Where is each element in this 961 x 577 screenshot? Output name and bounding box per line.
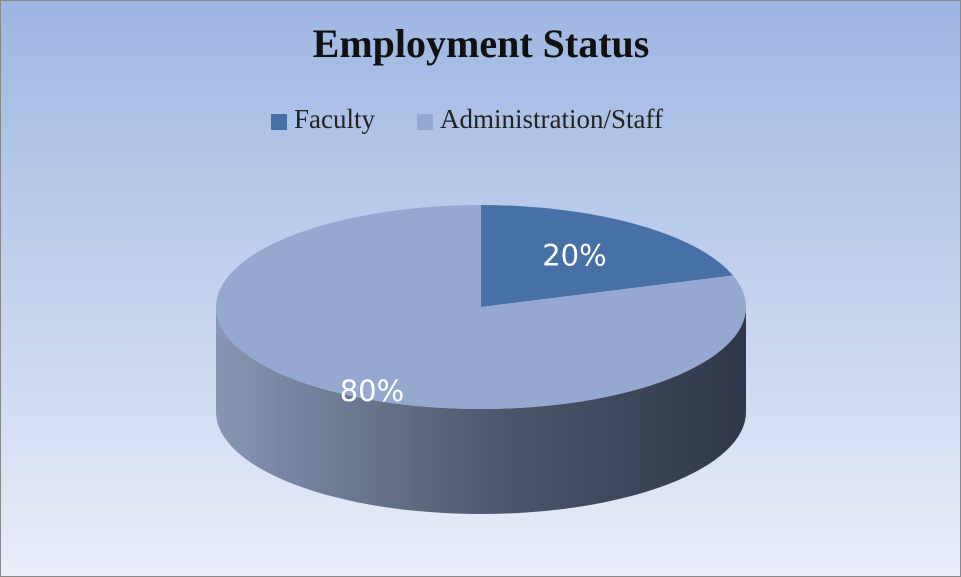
- legend-swatch: [417, 114, 433, 130]
- legend-label: Administration/Staff: [440, 104, 663, 134]
- chart-title: Employment Status: [313, 21, 650, 66]
- slice-side: [216, 307, 746, 514]
- legend: Faculty Administration/Staff: [271, 104, 663, 134]
- legend-label: Faculty: [294, 104, 375, 134]
- pie: 20% 80%: [216, 205, 747, 514]
- legend-swatch: [271, 114, 287, 130]
- slice: [481, 205, 734, 307]
- data-label: 20%: [542, 238, 606, 272]
- data-label: 80%: [340, 374, 404, 408]
- slice: [216, 205, 747, 409]
